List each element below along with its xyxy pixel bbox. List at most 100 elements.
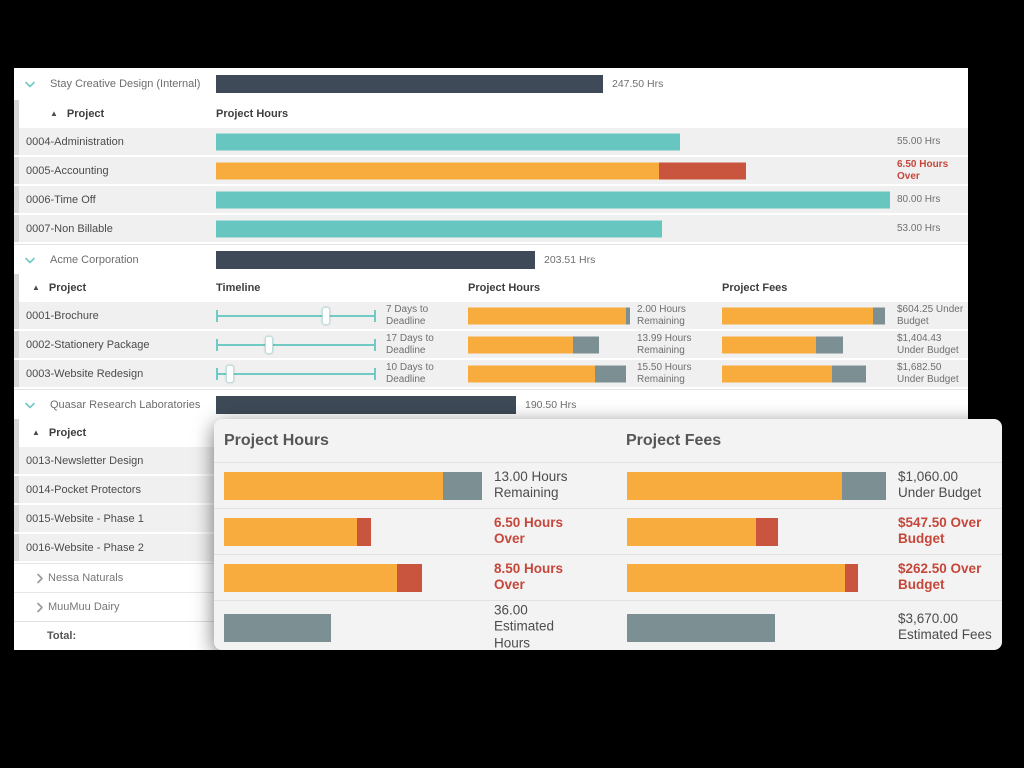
project-hours-bar — [468, 365, 626, 382]
group-name: Quasar Research Laboratories — [50, 398, 201, 411]
slate-bar-segment — [626, 307, 630, 324]
orange-bar-segment — [722, 336, 816, 353]
column-header-label: Project Hours — [216, 108, 289, 120]
overlay-fees-bar — [627, 613, 775, 642]
group-section-stay-creative: Stay Creative Design (Internal) 247.50 Hr… — [14, 68, 968, 244]
sort-ascending-icon[interactable]: ▲ — [32, 428, 40, 437]
project-fees-value: $604.25 Under Budget — [897, 303, 964, 327]
total-label: Total: — [47, 630, 77, 642]
project-row: 0007-Non Billable 53.00 Hrs — [14, 215, 968, 244]
project-name-cell: 0002-Stationery Package — [26, 338, 150, 351]
column-header-project[interactable]: ▲ Project — [32, 427, 86, 439]
timeline-track — [216, 343, 376, 346]
teal-bar-segment — [216, 191, 890, 208]
teal-bar-segment — [216, 133, 680, 150]
slate-bar-segment — [573, 336, 599, 353]
project-hours-value: 55.00 Hrs — [897, 135, 941, 147]
orange-bar-segment — [216, 162, 659, 179]
timeline-start-cap — [216, 338, 218, 351]
project-row: 0001-Brochure 7 Days to Deadline 2.00 Hour… — [14, 302, 968, 331]
project-fees-bar — [722, 307, 885, 324]
group-name: MuuMuu Dairy — [48, 601, 120, 613]
column-header-row: ▲ Project Timeline Project Hours Project Fee… — [14, 274, 968, 302]
column-header-project[interactable]: ▲ Project — [32, 282, 86, 294]
overlay-fees-value: $262.50 Over Budget — [898, 560, 982, 593]
chevron-down-icon[interactable] — [24, 78, 37, 91]
project-row: 0002-Stationery Package 17 Days to Deadli… — [14, 331, 968, 360]
column-header-label: Project — [48, 282, 87, 294]
project-hours-bar — [468, 336, 599, 353]
overlay-hours-value: 6.50 Hours Over — [494, 514, 564, 547]
timeline-end-cap — [374, 367, 376, 380]
sort-ascending-icon[interactable]: ▲ — [50, 109, 58, 118]
project-fees-value: $1,682.50 Under Budget — [897, 361, 959, 385]
group-summary: 203.51 Hrs — [216, 250, 596, 269]
overlay-hours-bar — [224, 517, 371, 546]
overlay-hours-value: 8.50 Hours Over — [494, 560, 564, 593]
chevron-right-icon[interactable] — [34, 601, 47, 614]
overlay-project-hours-title: Project Hours — [224, 431, 329, 449]
column-header-hours: Project Hours — [216, 108, 288, 120]
client-group-row-stay-creative[interactable]: Stay Creative Design (Internal) 247.50 Hr… — [14, 68, 968, 100]
overlay-fees-value: $547.50 Over Budget — [898, 514, 982, 547]
column-header-label: Project Hours — [468, 282, 541, 294]
orange-bar-segment — [627, 471, 842, 500]
overlay-detail-row: 13.00 Hours Remaining $1,060.00 Under Bud… — [214, 462, 1002, 508]
timeline-handle[interactable] — [322, 306, 331, 325]
column-header-timeline: Timeline — [216, 282, 260, 294]
column-header-label: Timeline — [216, 282, 261, 294]
project-name-cell: 0014-Pocket Protectors — [26, 483, 141, 496]
project-fees-bar — [722, 365, 866, 382]
timeline-slider — [216, 335, 376, 354]
overlay-hours-value: 13.00 Hours Remaining — [494, 468, 568, 501]
overlay-fees-bar — [627, 517, 778, 546]
overlay-fees-bar — [627, 471, 886, 500]
overlay-fees-value: $1,060.00 Under Budget — [898, 468, 982, 501]
slate-bar-segment — [595, 365, 626, 382]
orange-bar-segment — [468, 307, 626, 324]
total-hours-value: 203.51 Hrs — [544, 253, 596, 266]
slate-bar-segment — [842, 471, 886, 500]
chevron-down-icon[interactable] — [24, 253, 37, 266]
project-hours-value: 53.00 Hrs — [897, 222, 941, 234]
project-hours-value: 80.00 Hrs — [897, 193, 941, 205]
slate-bar-segment — [832, 365, 866, 382]
column-header-label: Project — [48, 427, 87, 439]
project-hours-bar — [468, 307, 630, 324]
project-name-cell: 0005-Accounting — [26, 164, 109, 177]
column-header-project[interactable]: ▲ Project — [50, 108, 104, 120]
overlay-header: Project Hours Project Fees — [214, 419, 1002, 462]
slate-bar-segment — [816, 336, 843, 353]
overlay-detail-row: 8.50 Hours Over $262.50 Over Budget — [214, 554, 1002, 600]
timeline-end-cap — [374, 309, 376, 322]
column-header-label: Project — [66, 108, 105, 120]
project-row: 0003-Website Redesign 10 Days to Deadline… — [14, 360, 968, 389]
red-bar-segment — [756, 517, 778, 546]
project-row: 0006-Time Off 80.00 Hrs — [14, 186, 968, 215]
project-hours-value: 2.00 Hours Remaining — [637, 303, 686, 327]
project-fees-bar — [722, 336, 843, 353]
orange-bar-segment — [468, 365, 595, 382]
overlay-hours-bar — [224, 563, 422, 592]
slate-bar-segment — [873, 307, 885, 324]
timeline-handle[interactable] — [226, 364, 235, 383]
total-hours-bar — [216, 75, 603, 93]
column-header-row: ▲ Project Project Hours — [14, 100, 968, 128]
timeline-slider — [216, 364, 376, 383]
orange-bar-segment — [722, 365, 832, 382]
orange-bar-segment — [224, 563, 397, 592]
client-group-row-acme-corporation[interactable]: Acme Corporation 203.51 Hrs — [14, 244, 968, 274]
sort-ascending-icon[interactable]: ▲ — [32, 283, 40, 292]
timeline-handle[interactable] — [264, 335, 273, 354]
overlay-detail-row: 6.50 Hours Over $547.50 Over Budget — [214, 508, 1002, 554]
client-group-row-quasar[interactable]: Quasar Research Laboratories 190.50 Hrs — [14, 389, 968, 419]
overlay-detail-row: 36.00 Estimated Hours $3,670.00 Estimated… — [214, 600, 1002, 654]
project-name-cell: 0006-Time Off — [26, 193, 96, 206]
timeline-start-cap — [216, 367, 218, 380]
chevron-down-icon[interactable] — [24, 398, 37, 411]
chevron-right-icon[interactable] — [34, 572, 47, 585]
total-hours-value: 190.50 Hrs — [525, 398, 577, 411]
orange-bar-segment — [722, 307, 873, 324]
timeline-end-cap — [374, 338, 376, 351]
